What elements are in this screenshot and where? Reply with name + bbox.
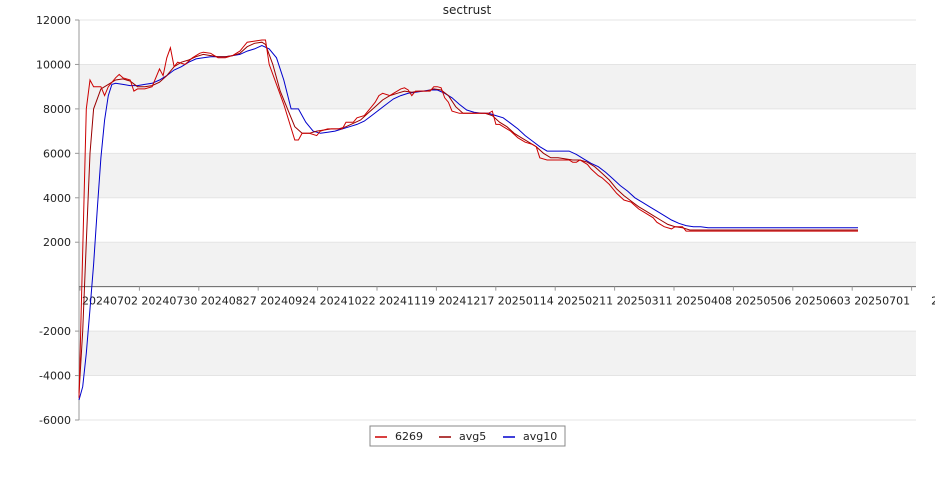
x-tick-label: 280	[931, 295, 935, 308]
y-tick-labels: 12000 10000 8000 6000 4000 2000 -2000 -4000 -600…	[36, 14, 79, 427]
x-tick-label: 20240924	[260, 295, 316, 308]
series-line-6269	[78, 39, 858, 398]
y-tick-label: 8000	[43, 103, 71, 116]
axes	[78, 20, 916, 420]
x-tick-label: 20250408	[676, 295, 732, 308]
y-tick-label: 4000	[43, 192, 71, 205]
x-tick-label: 20250603	[795, 295, 851, 308]
x-tick-label: 20250311	[617, 295, 673, 308]
x-tick-label: 20250701	[854, 295, 910, 308]
x-tick-label: 20250114	[498, 295, 554, 308]
series-line-avg10	[78, 45, 858, 401]
x-tick-label: 20240702	[82, 295, 138, 308]
grid-band	[79, 153, 916, 198]
legend-label: avg10	[523, 430, 557, 443]
x-tick-label: 20241119	[379, 295, 435, 308]
legend-label: avg5	[459, 430, 486, 443]
x-tick-label: 20241217	[438, 295, 494, 308]
series-lines	[78, 39, 858, 401]
y-tick-label: 12000	[36, 14, 71, 27]
x-tick-label: 20250211	[557, 295, 613, 308]
x-tick-label: 20240827	[201, 295, 257, 308]
grid-band	[79, 64, 916, 109]
grid-bands	[79, 19, 916, 421]
legend-box	[369, 425, 566, 447]
y-tick-label: -4000	[39, 370, 71, 383]
y-tick-label: 6000	[43, 147, 71, 160]
y-tick-label: -6000	[39, 414, 71, 427]
series-line-avg5	[78, 41, 858, 394]
y-tick-label: 10000	[36, 58, 71, 71]
x-tick-label: 20240730	[141, 295, 197, 308]
grid-band	[79, 331, 916, 376]
y-tick-label: -2000	[39, 325, 71, 338]
chart-title: sectrust	[443, 3, 492, 17]
y-tick-label: 2000	[43, 236, 71, 249]
legend-label: 6269	[395, 430, 423, 443]
legend: 6269 avg5 avg10	[369, 425, 566, 447]
grid-band	[79, 242, 916, 287]
x-tick-label: 20250506	[735, 295, 791, 308]
x-tick-labels: 20240702 20240730 20240827 20240924 20241022…	[79, 286, 935, 308]
x-tick-label: 20241022	[320, 295, 376, 308]
